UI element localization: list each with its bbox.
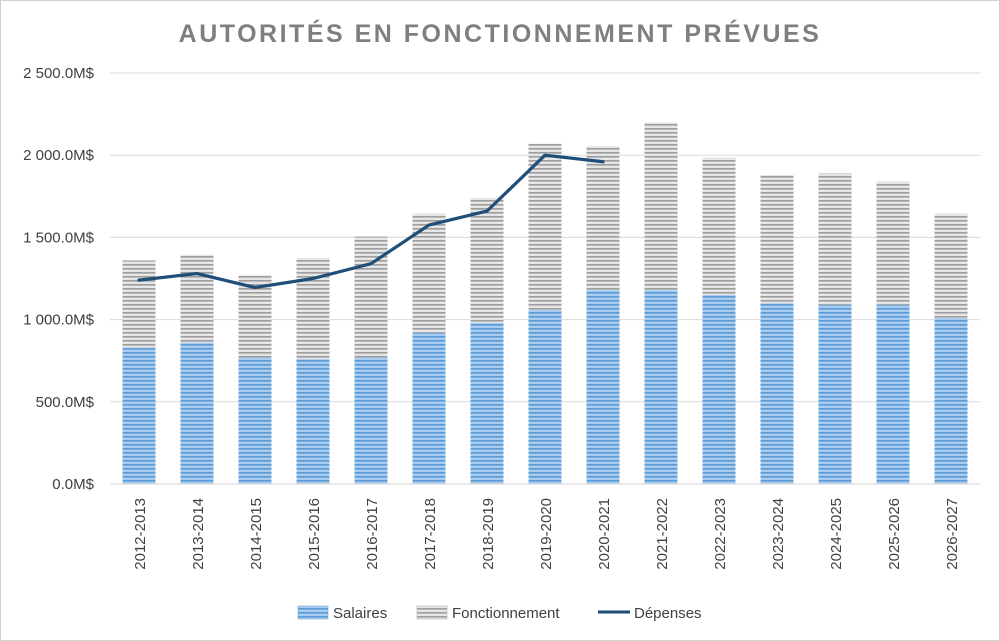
bar-fonctionnement	[586, 146, 620, 291]
x-tick-label: 2016-2017	[364, 498, 381, 570]
x-tick-label: 2020-2021	[596, 498, 613, 570]
x-tick-label: 2026-2027	[944, 498, 961, 570]
x-axis-tick-labels: 2012-2013 2013-2014 2014-2015 2015-2016 2016…	[132, 498, 961, 570]
y-tick-label: 2 000.0M$	[23, 147, 95, 164]
y-axis-tick-labels: 0.0M$ 500.0M$ 1 000.0M$ 1 500.0M$ 2 000.0M$ 2…	[23, 65, 95, 493]
x-tick-label: 2021-2022	[654, 498, 671, 570]
bar-fonctionnement	[876, 181, 910, 305]
bar-salaires	[122, 347, 156, 484]
bar-salaires	[644, 290, 678, 484]
x-tick-label: 2013-2014	[190, 498, 207, 570]
bar-salaires	[238, 357, 272, 484]
x-tick-label: 2022-2023	[712, 498, 729, 570]
bar-salaires	[296, 359, 330, 484]
bar-salaires	[818, 304, 852, 484]
bar-fonctionnement	[702, 157, 736, 295]
x-tick-label: 2018-2019	[480, 498, 497, 570]
legend-swatch-salaires	[297, 605, 329, 620]
depenses-line-series	[137, 153, 605, 290]
bar-salaires	[470, 322, 504, 484]
y-tick-label: 0.0M$	[52, 476, 94, 493]
bar-fonctionnement	[644, 122, 678, 291]
y-tick-label: 1 500.0M$	[23, 229, 95, 246]
bar-fonctionnement	[180, 254, 214, 343]
bar-fonctionnement	[818, 173, 852, 305]
bar-salaires	[876, 304, 910, 484]
legend-label-salaires: Salaires	[333, 605, 387, 622]
bar-salaires	[528, 309, 562, 484]
x-tick-label: 2015-2016	[306, 498, 323, 570]
y-tick-label: 2 500.0M$	[23, 65, 95, 82]
legend-label-fonctionnement: Fonctionnement	[452, 605, 560, 622]
y-tick-label: 500.0M$	[36, 394, 95, 411]
legend-label-depenses: Dépenses	[634, 605, 702, 622]
bar-fonctionnement	[296, 257, 330, 360]
y-tick-label: 1 000.0M$	[23, 312, 95, 329]
line-depenses	[137, 153, 605, 290]
bar-salaires	[586, 290, 620, 484]
legend-swatch-fonctionnement	[416, 605, 448, 620]
bar-fonctionnement	[934, 213, 968, 318]
bar-fonctionnement	[760, 174, 794, 304]
bar-fonctionnement	[470, 197, 504, 323]
x-tick-label: 2023-2024	[770, 498, 787, 570]
x-tick-label: 2017-2018	[422, 498, 439, 570]
x-tick-label: 2024-2025	[828, 498, 845, 570]
x-tick-label: 2025-2026	[886, 498, 903, 570]
bar-fonctionnement	[528, 143, 562, 310]
bar-salaires	[760, 303, 794, 484]
x-tick-label: 2012-2013	[132, 498, 149, 570]
x-tick-label: 2014-2015	[248, 498, 265, 570]
bar-series	[122, 122, 968, 484]
legend: Salaires Fonctionnement Dépenses	[297, 605, 702, 622]
x-tick-label: 2019-2020	[538, 498, 555, 570]
bar-salaires	[934, 317, 968, 484]
bar-salaires	[354, 357, 388, 484]
bar-salaires	[180, 342, 214, 484]
chart-title: AUTORITÉS EN FONCTIONNEMENT PRÉVUES	[179, 19, 822, 48]
bar-salaires	[412, 332, 446, 484]
bar-salaires	[702, 294, 736, 484]
bar-fonctionnement	[122, 260, 156, 348]
